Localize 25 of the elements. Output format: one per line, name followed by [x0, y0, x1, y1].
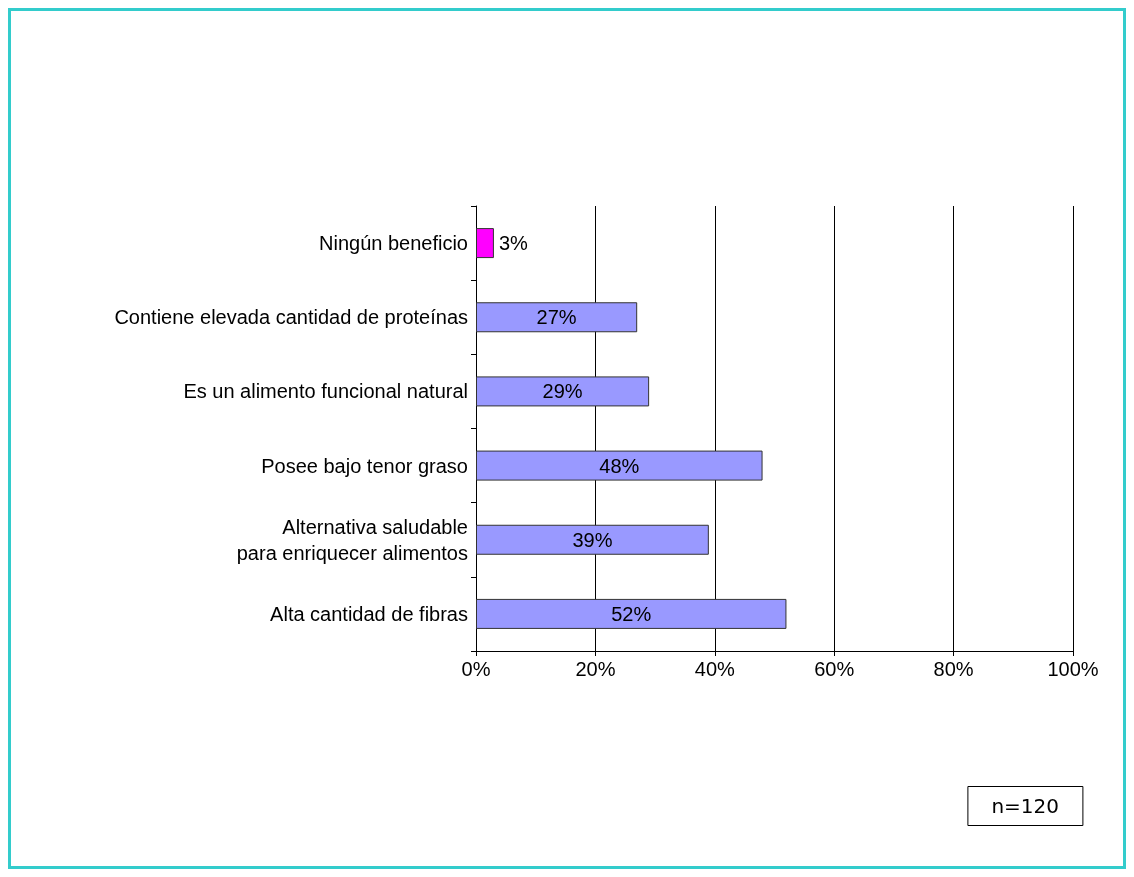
bar — [476, 376, 650, 407]
data-label: 29% — [542, 380, 583, 403]
y-tick-label: Alta cantidad de fibras — [270, 602, 468, 625]
y-tick-label: Es un alimento funcional natural — [183, 380, 468, 403]
x-tick-label: 60% — [814, 658, 855, 680]
data-label: 48% — [599, 454, 640, 477]
x-tick-label: 100% — [1047, 658, 1099, 680]
data-label: 52% — [611, 602, 652, 625]
y-tick-label: Alternativa saludable para enriquecer alimentos — [236, 515, 468, 564]
x-tick-label: 0% — [461, 658, 491, 680]
bar — [476, 228, 494, 259]
data-label: 3% — [498, 232, 529, 255]
bar — [476, 302, 638, 333]
bar — [476, 598, 787, 629]
y-tick-label: Posee bajo tenor graso — [261, 454, 468, 477]
y-tick-label: Ningún beneficio — [319, 232, 468, 255]
x-tick-label: 20% — [575, 658, 616, 680]
x-tick-label: 40% — [694, 658, 736, 680]
bar — [476, 450, 763, 481]
x-tick-label: 80% — [933, 658, 974, 680]
text: n=120 — [991, 794, 1059, 818]
y-tick-label: Contiene elevada cantidad de proteínas — [114, 306, 468, 329]
data-label: 39% — [572, 528, 613, 551]
data-label: 27% — [536, 306, 577, 329]
bar — [476, 524, 709, 555]
